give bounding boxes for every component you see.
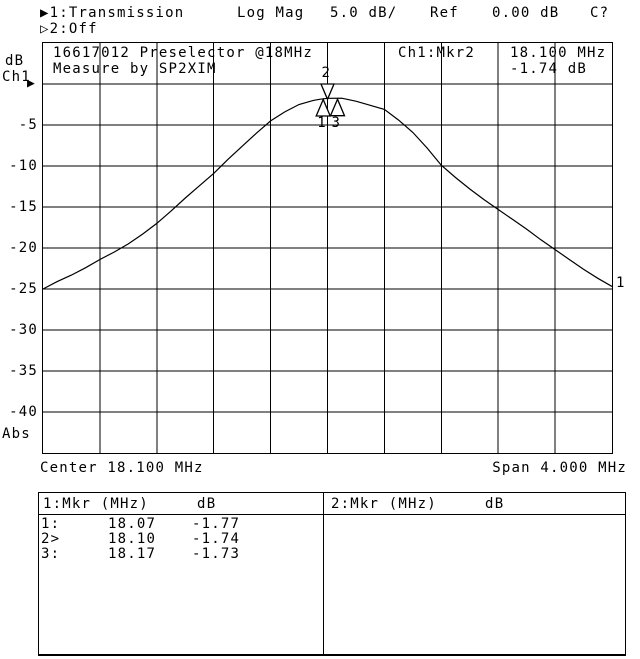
active-marker-level: -1.74 dB: [510, 61, 588, 77]
y-tick-label: -5: [18, 117, 38, 133]
y-tick-label: -25: [9, 281, 38, 297]
graticule-plot-area: [42, 42, 613, 454]
plot-title-line2: Measure by SP2XIM: [53, 61, 217, 77]
y-tick-label: -35: [9, 363, 38, 379]
y-axis-abs-label: Abs: [2, 426, 31, 442]
marker-row-id: 2>: [41, 531, 61, 547]
active-marker-frequency: 18.100 MHz: [510, 45, 607, 61]
format-label: Log Mag: [237, 5, 305, 21]
marker-row-frequency: 18.10: [108, 531, 157, 547]
active-marker-label: Ch1:Mkr2: [398, 45, 476, 61]
cal-status: C?: [590, 5, 610, 21]
marker-row-level: -1.73: [192, 546, 241, 562]
plot-title-line1: 16617012 Preselector @18MHz: [53, 45, 313, 61]
scale-per-div: 5.0 dB/: [330, 5, 398, 21]
marker-row-frequency: 18.17: [108, 546, 157, 562]
marker-2-number-label: 2: [321, 65, 332, 81]
marker-row-level: -1.74: [192, 531, 241, 547]
marker-row-level: -1.77: [192, 516, 241, 532]
marker-table-divider: [323, 493, 324, 654]
channel1-measurement-label: ▶1:Transmission: [40, 5, 185, 21]
channel2-measurement-label: ▷2:Off: [40, 21, 98, 37]
marker-row-frequency: 18.07: [108, 516, 157, 532]
y-tick-label: -15: [9, 199, 38, 215]
trace-plot: [43, 43, 612, 453]
marker-table-header-rule: [39, 514, 625, 515]
span-label: Span 4.000 MHz: [492, 460, 627, 476]
ref-level-arrow-icon: ▶: [27, 76, 37, 91]
ref-value: 0.00 dB: [492, 5, 560, 21]
marker-3-number-label: 3: [331, 115, 342, 131]
y-tick-label: -10: [9, 158, 38, 174]
center-frequency-label: Center 18.100 MHz: [40, 460, 204, 476]
marker-row-id: 1:: [41, 516, 61, 532]
trace-number-label: 1: [616, 275, 626, 291]
y-tick-label: -20: [9, 240, 38, 256]
marker-1-number-label: 1: [317, 115, 327, 131]
marker-table-right-header: 2:Mkr (MHz) dB: [331, 496, 505, 512]
y-tick-label: -40: [9, 404, 38, 420]
marker-table-left-header: 1:Mkr (MHz) dB: [43, 496, 217, 512]
y-axis-channel: Ch1: [2, 69, 31, 85]
y-tick-label: -30: [9, 322, 38, 338]
y-axis-unit: dB: [5, 53, 25, 69]
marker-table: 1:Mkr (MHz) dB 2:Mkr (MHz) dB 1: 18.07 -1.…: [38, 492, 626, 656]
ref-label: Ref: [430, 5, 459, 21]
marker-row-id: 3:: [41, 546, 61, 562]
